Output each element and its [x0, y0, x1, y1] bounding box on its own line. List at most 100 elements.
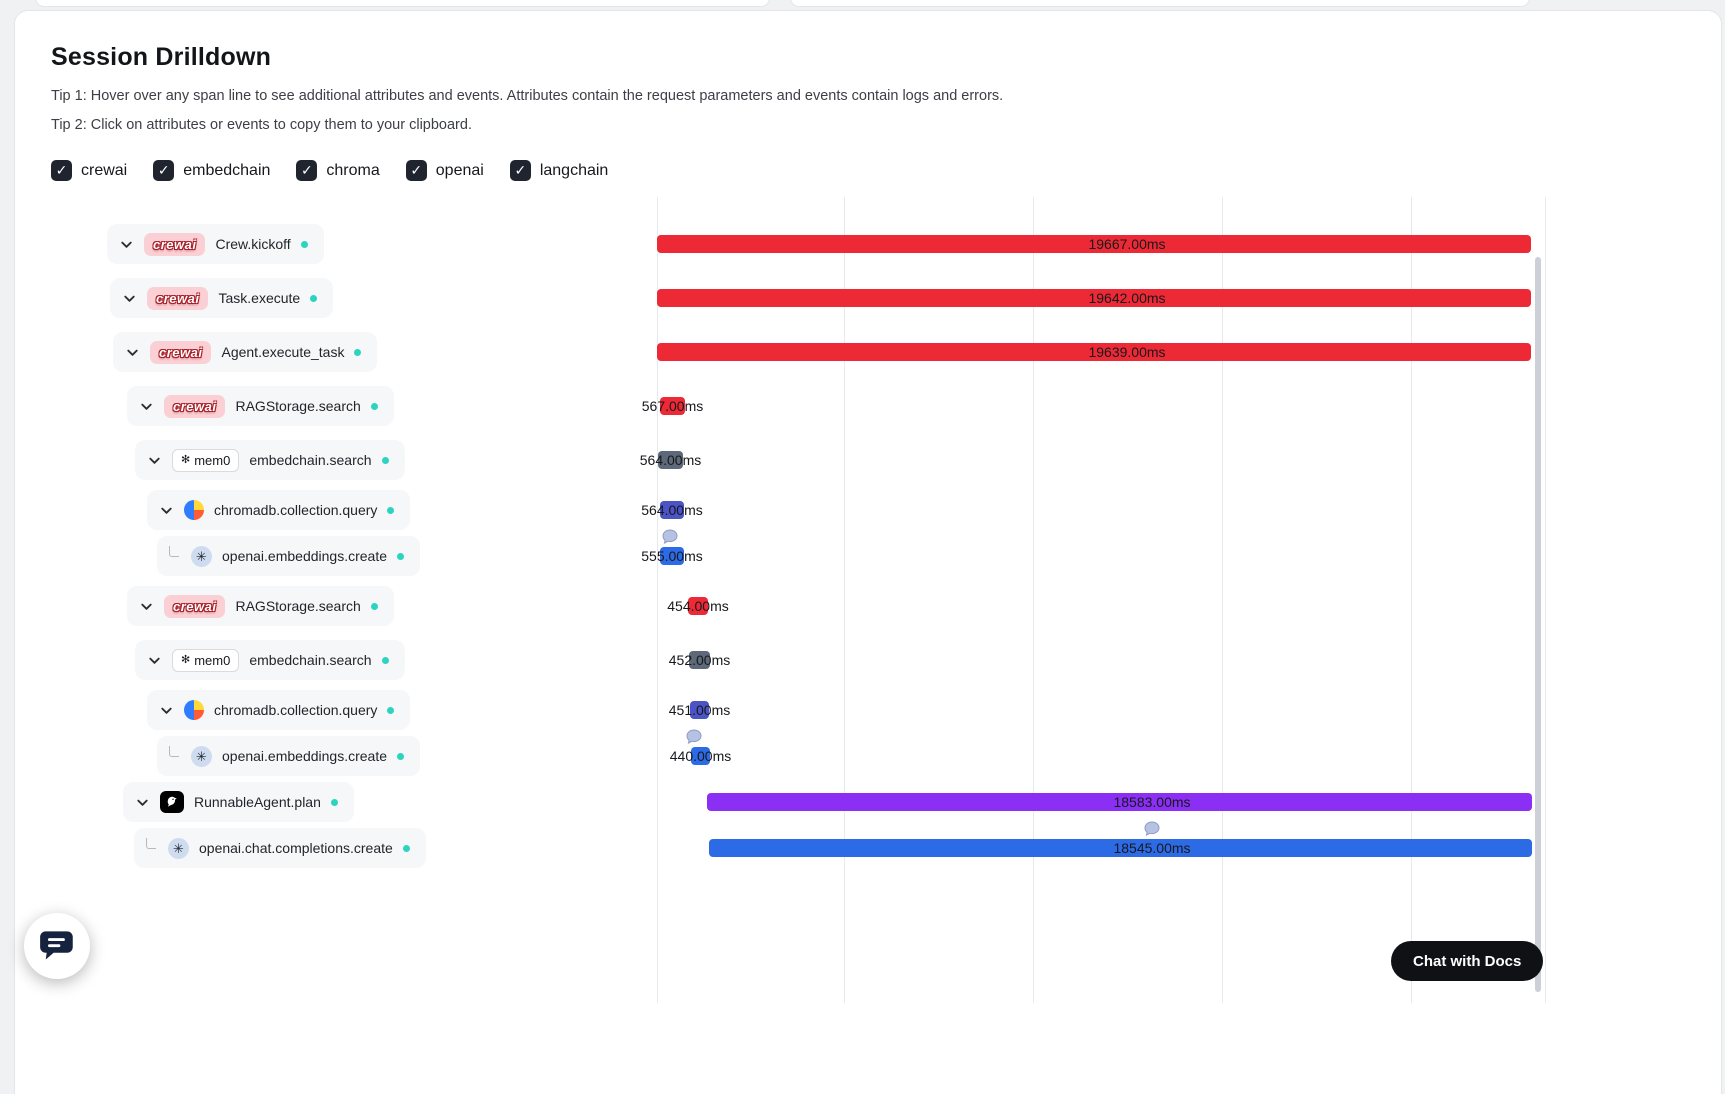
span-name-label: embedchain.search — [249, 452, 372, 468]
chevron-down-icon[interactable] — [122, 291, 137, 306]
crewai-logo-badge: crewai — [147, 286, 209, 310]
mem0-label: mem0 — [194, 652, 231, 668]
span-duration-label: 19639.00ms — [1088, 344, 1166, 360]
chroma-logo-icon — [184, 500, 204, 520]
event-bubble-icon[interactable] — [1144, 821, 1161, 837]
chevron-down-icon[interactable] — [159, 703, 174, 718]
span-duration-label: 564.00ms — [641, 502, 703, 518]
trace-waterfall: crewai Crew.kickoff 19667.00ms crewai Task.e… — [51, 197, 1721, 1017]
status-dot — [387, 506, 395, 514]
span-duration-bar[interactable] — [689, 651, 710, 669]
event-bubble-icon[interactable] — [686, 729, 703, 745]
trace-row: crewai Crew.kickoff 19667.00ms — [51, 217, 1721, 271]
span-duration-label: 567.00ms — [641, 398, 704, 414]
span-row-pill[interactable]: ✳ openai.chat.completions.create — [134, 828, 426, 868]
span-duration-label: 451.00ms — [668, 702, 731, 718]
span-duration-bar[interactable] — [660, 397, 685, 415]
span-duration-bar[interactable] — [657, 235, 1531, 253]
filter-checkbox-crewai[interactable]: ✓ crewai — [51, 160, 127, 181]
chevron-down-icon[interactable] — [159, 503, 174, 518]
status-dot — [310, 294, 318, 302]
openai-logo-icon: ✳ — [191, 545, 212, 567]
status-dot — [370, 402, 378, 410]
span-name-label: openai.embeddings.create — [222, 548, 388, 564]
chevron-down-icon[interactable] — [147, 453, 162, 468]
filter-label: openai — [435, 161, 484, 179]
checkbox-checked-icon[interactable]: ✓ — [51, 160, 72, 181]
status-dot — [402, 844, 410, 852]
trace-row: chromadb.collection.query 564.00ms — [51, 487, 1721, 533]
trace-row: crewai RAGStorage.search 567.00ms — [51, 379, 1721, 433]
span-duration-bar[interactable] — [688, 597, 708, 615]
session-drilldown-card: Session Drilldown Tip 1: Hover over any … — [14, 10, 1722, 1094]
chevron-down-icon[interactable] — [147, 653, 162, 668]
span-row-pill[interactable]: RunnableAgent.plan — [123, 782, 354, 822]
trace-row: ✻ mem0 embedchain.search 564.00ms — [51, 433, 1721, 487]
span-duration-bar[interactable] — [657, 343, 1531, 361]
filter-label: chroma — [326, 161, 380, 179]
trace-row: ✳ openai.embeddings.create 440.00ms — [51, 729, 1721, 779]
crewai-logo-badge: crewai — [164, 394, 226, 418]
span-duration-bar[interactable] — [709, 839, 1532, 857]
openai-logo-icon: ✳ — [168, 837, 189, 859]
span-row-pill[interactable]: ✳ openai.embeddings.create — [157, 736, 421, 776]
chevron-down-icon[interactable] — [125, 345, 140, 360]
status-dot — [381, 656, 389, 664]
span-duration-bar[interactable] — [690, 701, 709, 719]
chevron-down-icon[interactable] — [139, 599, 154, 614]
trace-row: crewai RAGStorage.search 454.00ms — [51, 579, 1721, 633]
crewai-logo-badge: crewai — [164, 594, 226, 618]
span-row-pill[interactable]: crewai RAGStorage.search — [127, 386, 394, 426]
filter-checkbox-embedchain[interactable]: ✓ embedchain — [153, 160, 270, 181]
filter-label: crewai — [81, 161, 128, 179]
chevron-down-icon[interactable] — [139, 399, 154, 414]
span-row-pill[interactable]: crewai Agent.execute_task — [113, 332, 378, 372]
mem0-label: mem0 — [194, 452, 231, 468]
checkbox-checked-icon[interactable]: ✓ — [153, 160, 175, 181]
chevron-down-icon[interactable] — [135, 795, 150, 810]
span-row-pill[interactable]: ✳ openai.embeddings.create — [157, 536, 421, 576]
filter-checkbox-chroma[interactable]: ✓ chroma — [296, 160, 380, 181]
span-duration-bar[interactable] — [658, 451, 683, 469]
span-name-label: chromadb.collection.query — [214, 702, 378, 718]
status-dot — [354, 348, 362, 356]
vertical-scrollbar-thumb[interactable] — [1535, 257, 1541, 992]
span-name-label: Crew.kickoff — [215, 236, 291, 252]
tree-elbow-connector — [146, 838, 156, 849]
span-row-pill[interactable]: chromadb.collection.query — [147, 690, 411, 730]
span-duration-bar[interactable] — [660, 501, 684, 519]
trace-row: crewai Agent.execute_task 19639.00ms — [51, 325, 1721, 379]
span-row-pill[interactable]: crewai Task.execute — [110, 278, 334, 318]
filter-checkbox-langchain[interactable]: ✓ langchain — [509, 160, 608, 181]
checkbox-checked-icon[interactable]: ✓ — [296, 160, 318, 181]
timeline-gridline — [1545, 197, 1546, 1003]
span-duration-label: 564.00ms — [639, 452, 702, 468]
event-bubble-icon[interactable] — [662, 529, 679, 545]
span-row-pill[interactable]: ✻ mem0 embedchain.search — [135, 440, 405, 480]
span-name-label: openai.chat.completions.create — [199, 840, 393, 856]
span-row-pill[interactable]: ✻ mem0 embedchain.search — [135, 640, 405, 680]
chroma-logo-icon — [184, 700, 204, 720]
span-row-pill[interactable]: chromadb.collection.query — [147, 490, 411, 530]
span-duration-bar[interactable] — [657, 289, 1531, 307]
span-duration-bar[interactable] — [691, 747, 710, 765]
span-name-label: embedchain.search — [249, 652, 372, 668]
span-duration-bar[interactable] — [660, 547, 684, 565]
checkbox-checked-icon[interactable]: ✓ — [509, 160, 531, 181]
chat-widget-launcher[interactable] — [24, 913, 90, 979]
filter-checkbox-openai[interactable]: ✓ openai — [405, 160, 484, 181]
timeline-gridline — [1411, 197, 1412, 1003]
span-duration-label: 440.00ms — [669, 748, 732, 764]
span-duration-bar[interactable] — [707, 793, 1532, 811]
trace-row: ✻ mem0 embedchain.search 452.00ms — [51, 633, 1721, 687]
chat-with-docs-button[interactable]: Chat with Docs — [1391, 941, 1544, 981]
tree-elbow-connector — [169, 746, 179, 757]
checkbox-checked-icon[interactable]: ✓ — [405, 160, 427, 181]
filter-label: embedchain — [183, 161, 271, 179]
span-row-pill[interactable]: crewai Crew.kickoff — [107, 224, 324, 264]
span-row-pill[interactable]: crewai RAGStorage.search — [127, 586, 394, 626]
timeline-gridline — [1033, 197, 1034, 1003]
chevron-down-icon[interactable] — [119, 237, 134, 252]
span-name-label: chromadb.collection.query — [214, 502, 378, 518]
span-duration-label: 18583.00ms — [1113, 794, 1191, 810]
